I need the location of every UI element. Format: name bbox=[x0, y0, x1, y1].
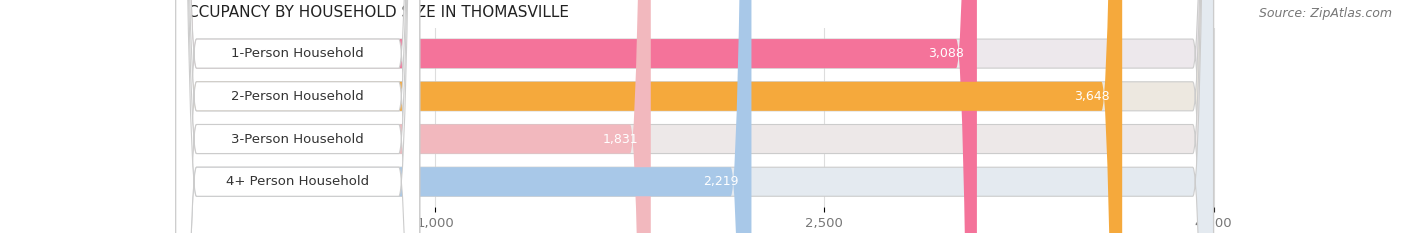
FancyBboxPatch shape bbox=[176, 0, 1213, 233]
FancyBboxPatch shape bbox=[176, 0, 1213, 233]
Text: 1-Person Household: 1-Person Household bbox=[232, 47, 364, 60]
FancyBboxPatch shape bbox=[176, 0, 419, 233]
FancyBboxPatch shape bbox=[176, 0, 419, 233]
FancyBboxPatch shape bbox=[176, 0, 419, 233]
Text: 2-Person Household: 2-Person Household bbox=[232, 90, 364, 103]
FancyBboxPatch shape bbox=[176, 0, 1213, 233]
FancyBboxPatch shape bbox=[176, 0, 1213, 233]
Text: 3-Person Household: 3-Person Household bbox=[232, 133, 364, 146]
FancyBboxPatch shape bbox=[176, 0, 1122, 233]
Text: 4+ Person Household: 4+ Person Household bbox=[226, 175, 370, 188]
Text: 3,088: 3,088 bbox=[928, 47, 965, 60]
Text: OCCUPANCY BY HOUSEHOLD SIZE IN THOMASVILLE: OCCUPANCY BY HOUSEHOLD SIZE IN THOMASVIL… bbox=[176, 5, 569, 20]
FancyBboxPatch shape bbox=[176, 0, 751, 233]
Text: 3,648: 3,648 bbox=[1074, 90, 1109, 103]
Text: Source: ZipAtlas.com: Source: ZipAtlas.com bbox=[1258, 7, 1392, 20]
Text: 2,219: 2,219 bbox=[703, 175, 738, 188]
FancyBboxPatch shape bbox=[176, 0, 651, 233]
FancyBboxPatch shape bbox=[176, 0, 977, 233]
Text: 1,831: 1,831 bbox=[602, 133, 638, 146]
FancyBboxPatch shape bbox=[176, 0, 419, 233]
